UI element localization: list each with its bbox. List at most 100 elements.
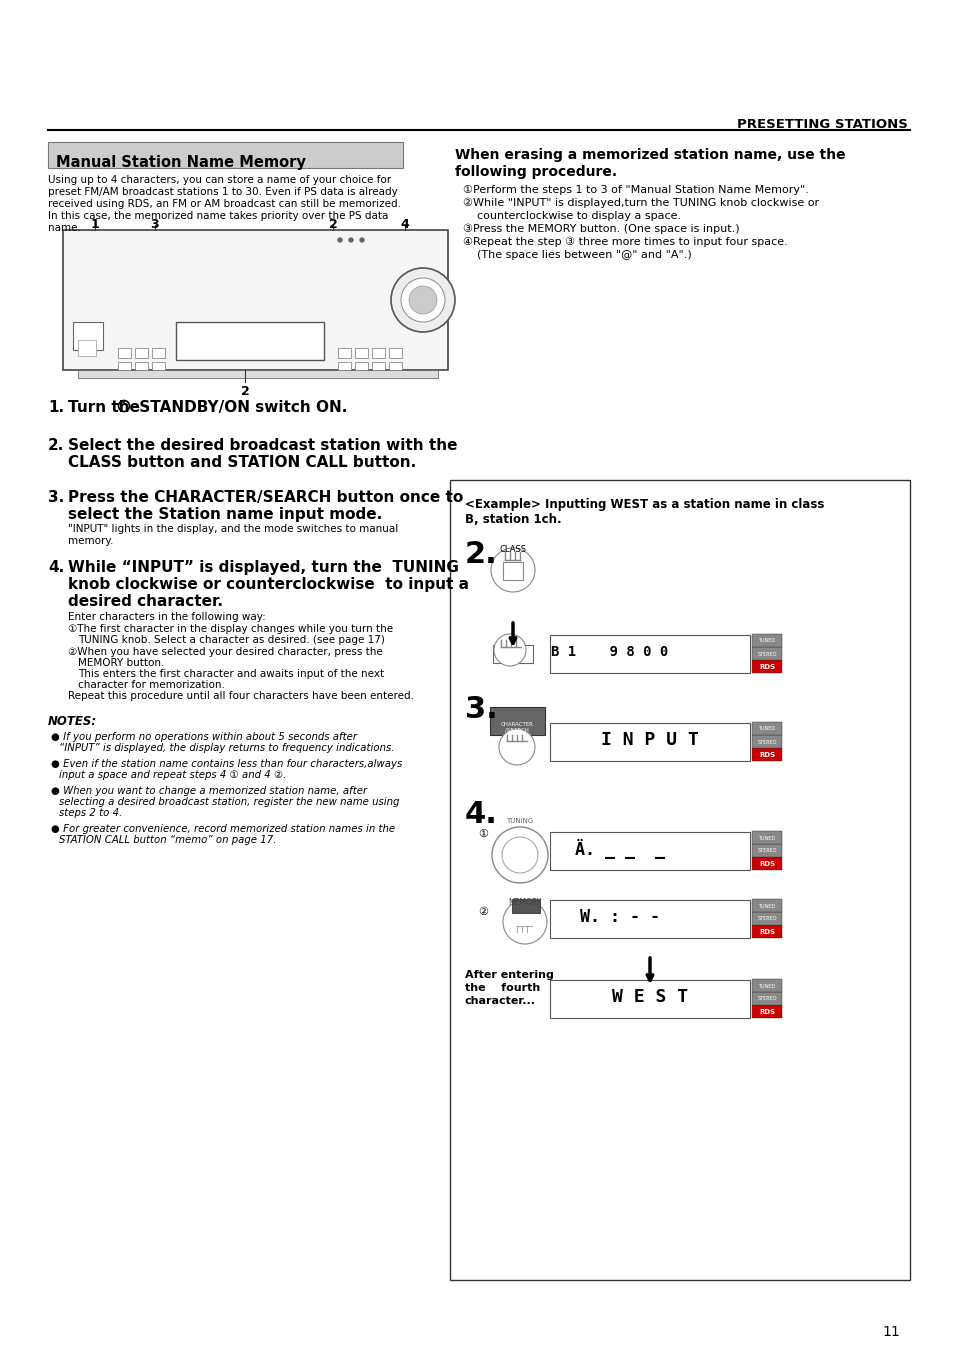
Text: While “INPUT” is displayed, turn the  TUNING: While “INPUT” is displayed, turn the TUN… (68, 561, 458, 576)
Text: ● When you want to change a memorized station name, after: ● When you want to change a memorized st… (51, 786, 367, 796)
Text: 2.: 2. (464, 540, 497, 569)
Bar (389, 349, 401, 358)
Bar (78, 370, 437, 378)
Text: ②When you have selected your desired character, press the: ②When you have selected your desired cha… (68, 647, 382, 657)
Text: "INPUT" lights in the display, and the mode switches to manual: "INPUT" lights in the display, and the m… (68, 524, 397, 534)
Text: STEREO: STEREO (757, 651, 776, 657)
Text: selecting a desired broadcast station, register the new name using: selecting a desired broadcast station, r… (59, 797, 399, 807)
Text: 4.: 4. (464, 800, 497, 830)
Text: STEREO: STEREO (757, 997, 776, 1001)
Text: This enters the first character and awaits input of the next: This enters the first character and awai… (78, 669, 384, 680)
Text: After entering: After entering (464, 970, 554, 979)
Text: Ä. _ _  _: Ä. _ _ _ (575, 839, 664, 859)
Bar (550, 979, 749, 1019)
Text: CHARACTER: CHARACTER (500, 721, 533, 727)
Text: RDS: RDS (759, 1009, 774, 1015)
Text: 4.: 4. (48, 561, 64, 576)
Text: When erasing a memorized station name, use the: When erasing a memorized station name, u… (455, 149, 844, 162)
FancyBboxPatch shape (48, 142, 402, 168)
Text: following procedure.: following procedure. (455, 165, 617, 178)
Bar (337, 362, 351, 372)
Text: 11: 11 (882, 1325, 899, 1339)
Text: 1: 1 (91, 218, 99, 231)
Text: input a space and repeat steps 4 ① and 4 ②.: input a space and repeat steps 4 ① and 4… (59, 770, 286, 780)
Bar (118, 349, 131, 358)
Text: 4: 4 (400, 218, 409, 231)
Text: I N P U T: I N P U T (600, 731, 699, 748)
Text: (The space lies between "@" and "A".): (The space lies between "@" and "A".) (462, 250, 691, 259)
Text: W. : - -: W. : - - (579, 908, 659, 925)
Text: select the Station name input mode.: select the Station name input mode. (68, 507, 382, 521)
Text: Using up to 4 characters, you can store a name of your choice for: Using up to 4 characters, you can store … (48, 176, 391, 185)
Circle shape (118, 400, 130, 412)
Bar (490, 707, 544, 735)
Bar (751, 735, 781, 748)
Text: the    fourth: the fourth (464, 984, 539, 993)
Circle shape (502, 900, 546, 944)
Bar (372, 362, 385, 372)
Text: MEMORY button.: MEMORY button. (78, 658, 164, 667)
Bar (751, 844, 781, 857)
Bar (751, 634, 781, 647)
Text: preset FM/AM broadcast stations 1 to 30. Even if PS data is already: preset FM/AM broadcast stations 1 to 30.… (48, 186, 397, 197)
Text: character...: character... (464, 996, 536, 1006)
Text: “INPUT” is displayed, the display returns to frequency indications.: “INPUT” is displayed, the display return… (59, 743, 395, 753)
Bar (175, 322, 324, 359)
Text: TUNING knob. Select a character as desired. (see page 17): TUNING knob. Select a character as desir… (78, 635, 384, 644)
Text: 2: 2 (240, 385, 249, 399)
Text: 2: 2 (328, 218, 337, 231)
Circle shape (492, 827, 547, 884)
Text: MEMORY: MEMORY (508, 898, 541, 907)
Text: PRESETTING STATIONS: PRESETTING STATIONS (737, 118, 907, 131)
Text: B, station 1ch.: B, station 1ch. (464, 513, 561, 526)
Text: Repeat this procedure until all four characters have been entered.: Repeat this procedure until all four cha… (68, 690, 414, 701)
Text: B 1    9 8 0 0: B 1 9 8 0 0 (551, 644, 668, 659)
Circle shape (491, 549, 535, 592)
Bar (78, 340, 96, 357)
Circle shape (494, 634, 525, 666)
Text: ● For greater convenience, record memorized station names in the: ● For greater convenience, record memori… (51, 824, 395, 834)
Text: W E S T: W E S T (611, 988, 687, 1006)
Bar (550, 900, 749, 938)
Text: received using RDS, an FM or AM broadcast can still be memorized.: received using RDS, an FM or AM broadcas… (48, 199, 400, 209)
Bar (355, 349, 368, 358)
Text: TUNING: TUNING (506, 817, 533, 824)
Text: Select the desired broadcast station with the: Select the desired broadcast station wit… (68, 438, 457, 453)
Bar (751, 979, 781, 992)
Circle shape (349, 238, 353, 242)
Text: ④Repeat the step ③ three more times to input four space.: ④Repeat the step ③ three more times to i… (462, 236, 787, 247)
Bar (73, 322, 103, 350)
Text: /SEARCH: /SEARCH (504, 728, 528, 734)
Bar (512, 898, 539, 913)
Bar (751, 721, 781, 735)
Text: STEREO: STEREO (757, 739, 776, 744)
Bar (751, 992, 781, 1005)
Circle shape (501, 838, 537, 873)
Text: knob clockwise or counterclockwise  to input a: knob clockwise or counterclockwise to in… (68, 577, 469, 592)
Text: ● If you perform no operations within about 5 seconds after: ● If you perform no operations within ab… (51, 732, 356, 742)
Bar (152, 362, 165, 372)
Text: 3: 3 (151, 218, 159, 231)
Bar (751, 831, 781, 844)
Text: TUNED: TUNED (758, 727, 775, 731)
Circle shape (498, 730, 535, 765)
Text: name.: name. (48, 223, 81, 232)
Text: RDS: RDS (759, 861, 774, 867)
Text: TUNED: TUNED (758, 835, 775, 840)
Text: RDS: RDS (759, 753, 774, 758)
Text: CLASS button and STATION CALL button.: CLASS button and STATION CALL button. (68, 455, 416, 470)
Text: memory.: memory. (68, 536, 113, 546)
Bar (135, 362, 148, 372)
Text: desired character.: desired character. (68, 594, 223, 609)
Circle shape (337, 238, 341, 242)
Bar (751, 898, 781, 912)
Text: TUNED: TUNED (758, 904, 775, 908)
Bar (751, 912, 781, 925)
Text: Enter characters in the following way:: Enter characters in the following way: (68, 612, 266, 621)
Text: STEREO: STEREO (757, 916, 776, 921)
Text: STEREO: STEREO (757, 848, 776, 854)
Circle shape (409, 286, 436, 313)
Bar (450, 480, 909, 1279)
Text: <Example> Inputting WEST as a station name in class: <Example> Inputting WEST as a station na… (464, 499, 823, 511)
Bar (118, 362, 131, 372)
